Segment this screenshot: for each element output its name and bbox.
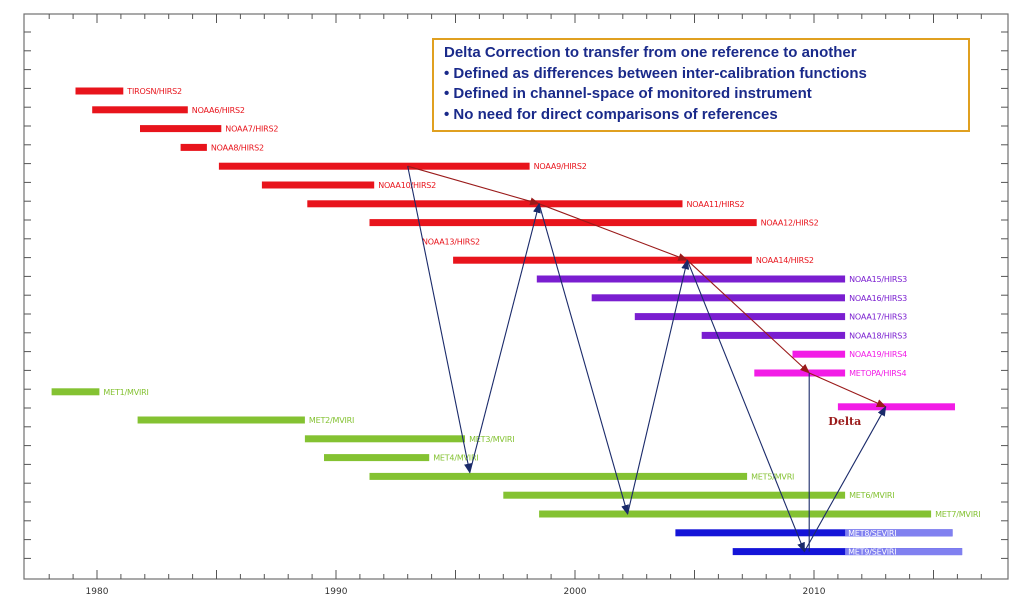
instrument-bar (307, 200, 683, 208)
annotation-bullet-2: • Defined in channel-space of monitored … (444, 85, 812, 102)
x-tick-label: 2010 (803, 587, 826, 597)
transfer-arrow (407, 166, 472, 474)
transfer-arrow (538, 203, 629, 515)
instrument-bar (180, 143, 207, 151)
instrument-bar (675, 529, 953, 537)
instrument-bar (369, 219, 757, 227)
instrument-label: MET5/MVRI (751, 472, 794, 481)
instrument-bar (324, 454, 430, 462)
instrument-bar (754, 369, 846, 377)
instrument-label: MET9/SEVIRI (848, 548, 896, 557)
instrument-label: MET1/MVIRI (103, 388, 148, 397)
instrument-label: NOAA9/HIRS2 (534, 162, 587, 171)
instrument-label: NOAA17/HIRS3 (849, 313, 907, 322)
axis-ticks (24, 14, 1008, 579)
instrument-label: NOAA7/HIRS2 (225, 125, 278, 134)
instrument-bar-extension (845, 529, 953, 537)
instrument-label: MET6/MVIRI (849, 491, 894, 500)
instrument-label: METOPA/HIRS4 (849, 369, 906, 378)
instrument-bar (792, 350, 846, 358)
instrument-bar (701, 331, 846, 339)
instrument-bar (591, 294, 845, 302)
instrument-label: NOAA12/HIRS2 (761, 219, 819, 228)
delta-label: Delta (828, 415, 861, 428)
instrument-bar (837, 403, 955, 411)
instrument-bar (539, 510, 932, 518)
x-axis-labels: 1980 1990 2000 2010 (86, 587, 826, 597)
instrument-label: MET8/SEVIRI (848, 529, 896, 538)
x-tick-label: 1990 (325, 587, 348, 597)
instrument-bar (51, 388, 100, 396)
instrument-label: TIROSN/HIRS2 (126, 87, 182, 96)
instrument-label: NOAA14/HIRS2 (756, 256, 814, 265)
instrument-bar (634, 313, 846, 321)
annotation-bullet-1: • Defined as differences between inter-c… (444, 64, 867, 82)
instrument-bar (369, 472, 748, 480)
instrument-label: MET7/MVIRI (935, 510, 980, 519)
instrument-bar (137, 416, 305, 424)
instrument-label: MET3/MVIRI (469, 435, 514, 444)
instrument-label: NOAA8/HIRS2 (211, 143, 264, 152)
instrument-bars: TIROSN/HIRS2 NOAA6/HIRS2 NOAA7/HIRS2 NOAA8/… (51, 87, 981, 557)
instrument-label: NOAA6/HIRS2 (192, 106, 245, 115)
instrument-bar (261, 181, 375, 189)
instrument-label: NOAA13/HIRS2 (422, 237, 480, 246)
x-tick-label: 1980 (86, 587, 109, 597)
annotation-box: Delta Correction to transfer from one re… (432, 38, 970, 132)
instrument-bar (75, 87, 124, 95)
instrument-label: NOAA16/HIRS3 (849, 294, 907, 303)
instrument-bar-extension (845, 548, 963, 556)
annotation-bullet-3: • No need for direct comparisons of refe… (444, 105, 778, 123)
transfer-arrow (803, 405, 887, 552)
instrument-label: MET2/MVIRI (309, 416, 354, 425)
instrument-bar (503, 491, 846, 499)
reference-arrow (538, 203, 689, 261)
instrument-label: NOAA15/HIRS3 (849, 275, 907, 284)
transfer-arrow (469, 202, 541, 473)
instrument-bar (453, 256, 752, 264)
x-tick-label: 2000 (564, 587, 587, 597)
reference-arrow (808, 372, 887, 408)
instrument-bar (218, 162, 530, 170)
instrument-label: NOAA19/HIRS4 (849, 350, 907, 359)
instrument-bar (92, 106, 188, 114)
reference-arrow (407, 165, 541, 206)
instrument-bar (536, 275, 846, 283)
instrument-label: MET4/MVIRI (433, 454, 478, 463)
plot-frame (23, 13, 1009, 580)
instrument-bar (140, 125, 222, 133)
transfer-arrows: Delta (407, 165, 887, 553)
annotation-title: Delta Correction to transfer from one re… (444, 44, 857, 61)
instrument-label: NOAA18/HIRS3 (849, 331, 907, 340)
instrument-label: NOAA10/HIRS2 (378, 181, 436, 190)
reference-arrow (686, 259, 810, 374)
instrument-bar (304, 435, 465, 443)
transfer-arrow (627, 259, 690, 515)
instrument-label: NOAA11/HIRS2 (687, 200, 745, 209)
transfer-arrow (686, 259, 805, 553)
